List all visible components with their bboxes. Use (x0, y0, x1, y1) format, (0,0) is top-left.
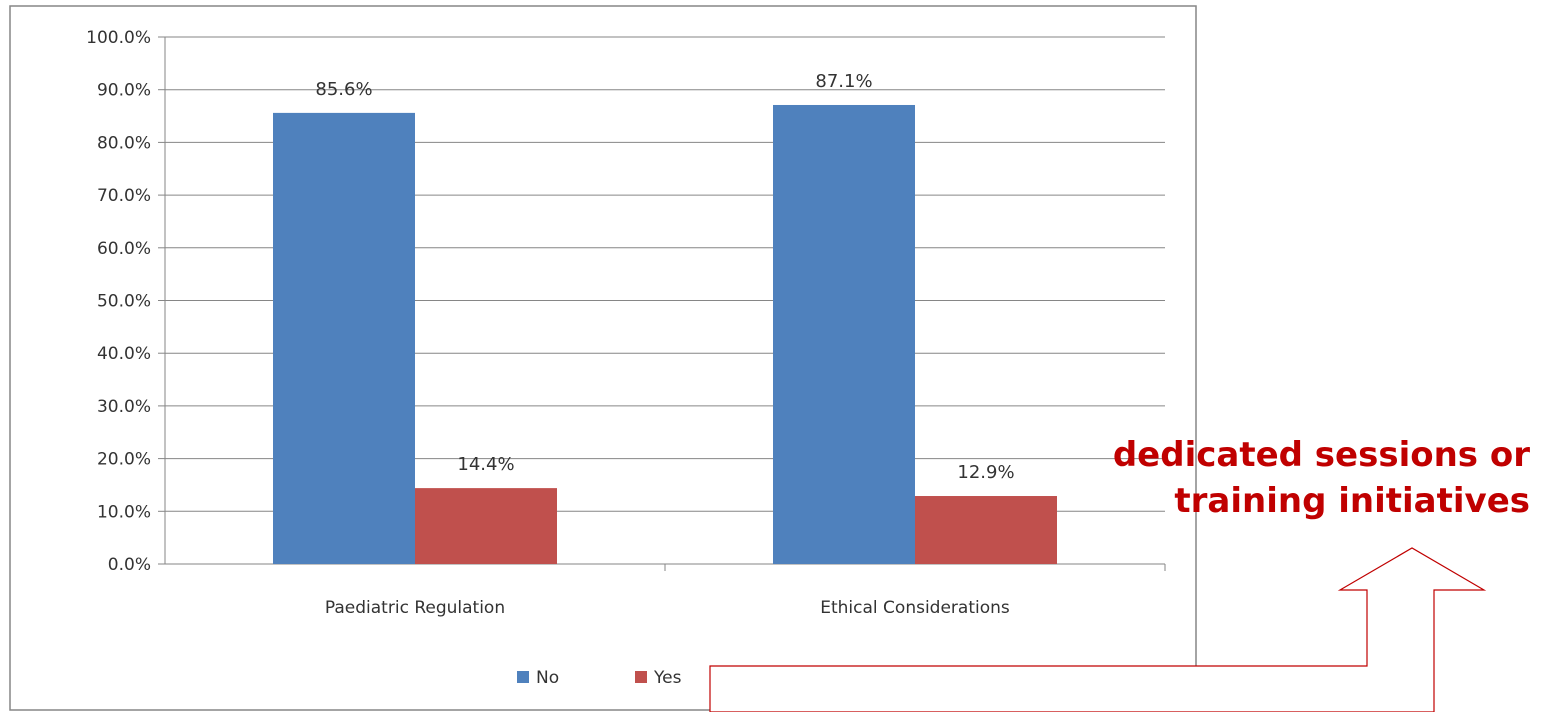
bar-yes-1 (415, 488, 557, 564)
x-category-label: Paediatric Regulation (325, 598, 505, 618)
y-tick-label: 70.0% (97, 186, 151, 206)
x-category-label: Ethical Considerations (820, 598, 1010, 618)
legend-swatch-yes (635, 671, 647, 683)
annotation-text: dedicated sessions or training initiativ… (1112, 435, 1530, 521)
bar-yes-2 (915, 496, 1057, 564)
y-tick-label: 30.0% (97, 397, 151, 417)
bars (273, 104, 1057, 564)
legend: No Yes (517, 668, 682, 688)
bar-no-2 (773, 104, 915, 564)
y-tick-label: 60.0% (97, 239, 151, 259)
axes: 0.0% 10.0% 20.0% 30.0% 40.0% 50.0% 60.0% 70.0% 8… (86, 28, 1166, 618)
y-tick-label: 50.0% (97, 292, 151, 312)
y-tick-label: 10.0% (97, 502, 151, 522)
chart-frame (9, 5, 1197, 711)
y-tick-label: 40.0% (97, 344, 151, 364)
legend-label-yes: Yes (653, 668, 682, 688)
y-tick-label: 80.0% (97, 133, 151, 153)
data-label: 85.6% (315, 79, 372, 100)
up-arrow-outline-icon (709, 547, 1487, 712)
data-labels: 85.6% 14.4% 87.1% 12.9% (315, 71, 1014, 483)
y-tick-label: 100.0% (86, 28, 151, 48)
y-tick-label: 0.0% (108, 555, 151, 575)
data-label: 87.1% (815, 71, 872, 92)
legend-swatch-no (517, 671, 529, 683)
data-label: 14.4% (457, 454, 514, 475)
y-tick-label: 90.0% (97, 81, 151, 101)
legend-label-no: No (536, 668, 559, 688)
data-label: 12.9% (957, 462, 1014, 483)
y-tick-label: 20.0% (97, 450, 151, 470)
bar-no-1 (273, 112, 415, 564)
